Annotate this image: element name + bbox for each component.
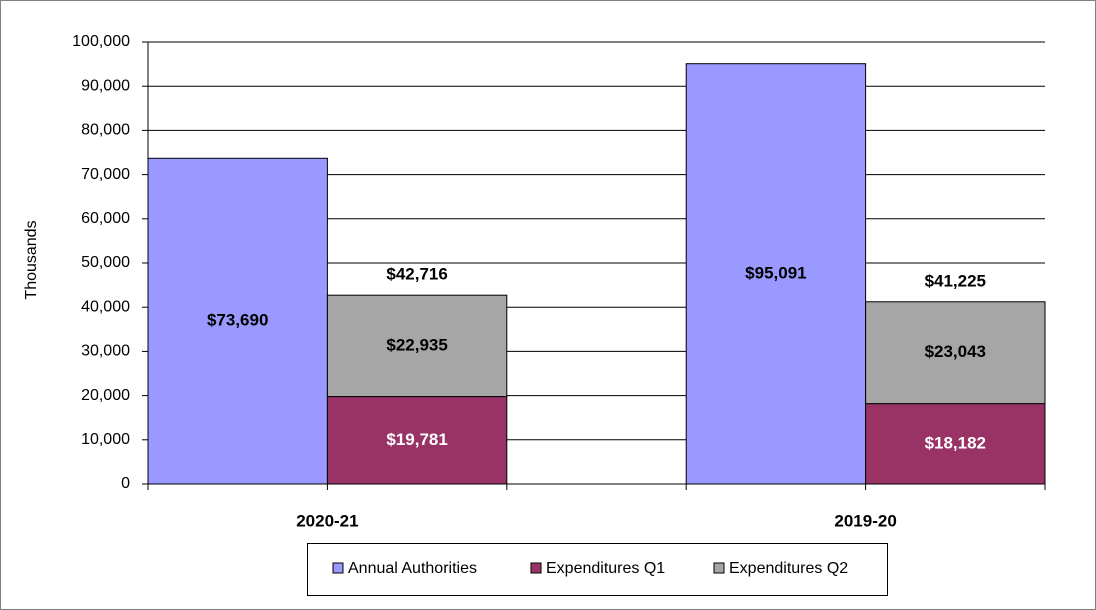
data-label: $18,182 — [925, 433, 986, 452]
legend-label: Expenditures Q2 — [729, 560, 848, 577]
x-tick-label: 2019-20 — [834, 511, 896, 530]
bar-segment — [865, 301, 1046, 405]
total-label: $41,225 — [925, 271, 986, 290]
y-tick-label: 80,000 — [81, 122, 130, 139]
y-tick-label: 100,000 — [72, 33, 130, 50]
data-label: $19,781 — [386, 430, 447, 449]
data-label: $23,043 — [925, 342, 986, 361]
x-tick-label: 2020-21 — [296, 511, 358, 530]
y-tick-label: 40,000 — [81, 298, 130, 315]
data-label: $95,091 — [745, 263, 806, 282]
bar-segment — [865, 403, 1046, 485]
y-tick-label: 30,000 — [81, 343, 130, 360]
legend-swatch — [332, 562, 344, 574]
bar — [147, 157, 328, 485]
legend-swatch — [713, 562, 725, 574]
bar-segment — [326, 294, 508, 398]
legend-label: Expenditures Q1 — [546, 560, 665, 577]
data-label: $73,690 — [207, 311, 268, 330]
y-tick-label: 60,000 — [81, 210, 130, 227]
legend-box — [307, 543, 888, 596]
legend-swatch — [530, 562, 542, 574]
y-tick-label: 10,000 — [81, 431, 130, 448]
y-tick-label: 50,000 — [81, 254, 130, 271]
y-tick-label: 0 — [121, 475, 130, 492]
y-tick-label: 90,000 — [81, 77, 130, 94]
bar-segment — [326, 396, 508, 485]
bar — [685, 63, 867, 485]
y-tick-label: 70,000 — [81, 166, 130, 183]
data-label: $22,935 — [386, 335, 447, 354]
y-axis-label: Thousands — [23, 220, 40, 299]
total-label: $42,716 — [386, 265, 447, 284]
legend-label: Annual Authorities — [348, 560, 477, 577]
y-tick-label: 20,000 — [81, 387, 130, 404]
